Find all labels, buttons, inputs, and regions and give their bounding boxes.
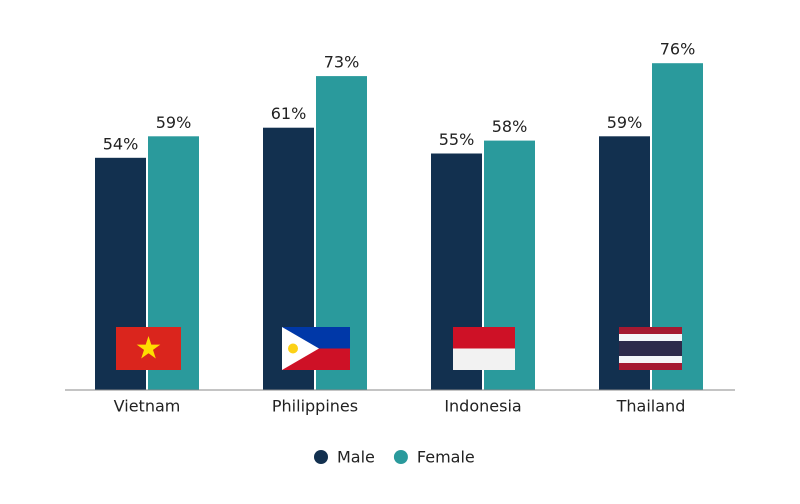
flag-indonesia bbox=[453, 327, 515, 370]
value-label: 58% bbox=[492, 117, 528, 136]
legend-label: Female bbox=[417, 448, 475, 467]
x-tick-label: Thailand bbox=[616, 397, 686, 416]
value-label: 73% bbox=[324, 53, 360, 72]
value-label: 54% bbox=[103, 134, 139, 153]
flag-thailand bbox=[619, 327, 682, 370]
flag-vietnam bbox=[116, 327, 181, 370]
flags bbox=[116, 327, 682, 370]
x-tick-label: Philippines bbox=[272, 397, 358, 416]
legend-marker bbox=[314, 450, 328, 464]
flag-philippines bbox=[282, 327, 350, 370]
value-label: 61% bbox=[271, 104, 307, 123]
legend: Male Female bbox=[314, 448, 475, 467]
value-label: 76% bbox=[660, 40, 696, 59]
value-label: 59% bbox=[156, 113, 192, 132]
x-tick-label: Indonesia bbox=[444, 397, 521, 416]
legend-label: Male bbox=[337, 448, 375, 467]
legend-marker bbox=[393, 450, 408, 464]
value-label: 55% bbox=[439, 130, 475, 149]
value-label: 59% bbox=[607, 113, 643, 132]
x-tick-label: Vietnam bbox=[114, 397, 181, 416]
